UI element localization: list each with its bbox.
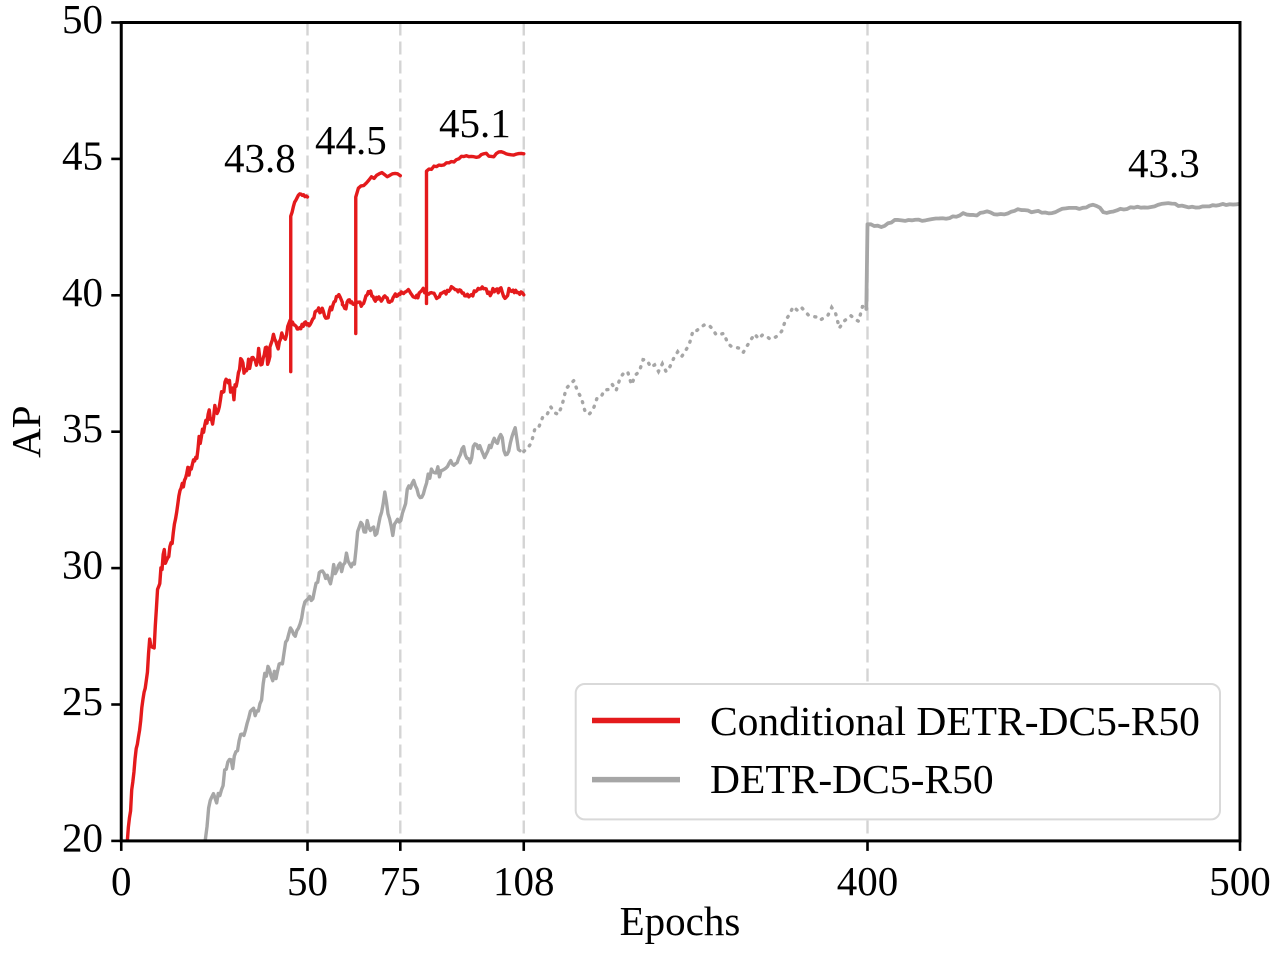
svg-text:35: 35: [62, 405, 103, 451]
svg-text:50: 50: [287, 858, 328, 904]
svg-text:43.8: 43.8: [224, 135, 296, 181]
svg-text:DETR-DC5-R50: DETR-DC5-R50: [710, 756, 994, 802]
svg-text:30: 30: [62, 542, 103, 588]
svg-text:50: 50: [62, 0, 103, 42]
svg-text:45: 45: [62, 132, 103, 178]
svg-text:45.1: 45.1: [439, 100, 511, 146]
svg-text:20: 20: [62, 814, 103, 860]
svg-text:500: 500: [1209, 858, 1271, 904]
svg-text:43.3: 43.3: [1128, 140, 1200, 186]
svg-text:75: 75: [380, 858, 421, 904]
svg-text:Conditional DETR-DC5-R50: Conditional DETR-DC5-R50: [710, 698, 1200, 744]
svg-text:AP: AP: [3, 405, 49, 457]
svg-text:0: 0: [111, 858, 132, 904]
svg-text:400: 400: [837, 858, 899, 904]
svg-text:108: 108: [493, 858, 555, 904]
svg-text:44.5: 44.5: [315, 117, 387, 163]
svg-text:Epochs: Epochs: [620, 898, 741, 944]
svg-text:25: 25: [62, 678, 103, 724]
svg-text:40: 40: [62, 269, 103, 315]
